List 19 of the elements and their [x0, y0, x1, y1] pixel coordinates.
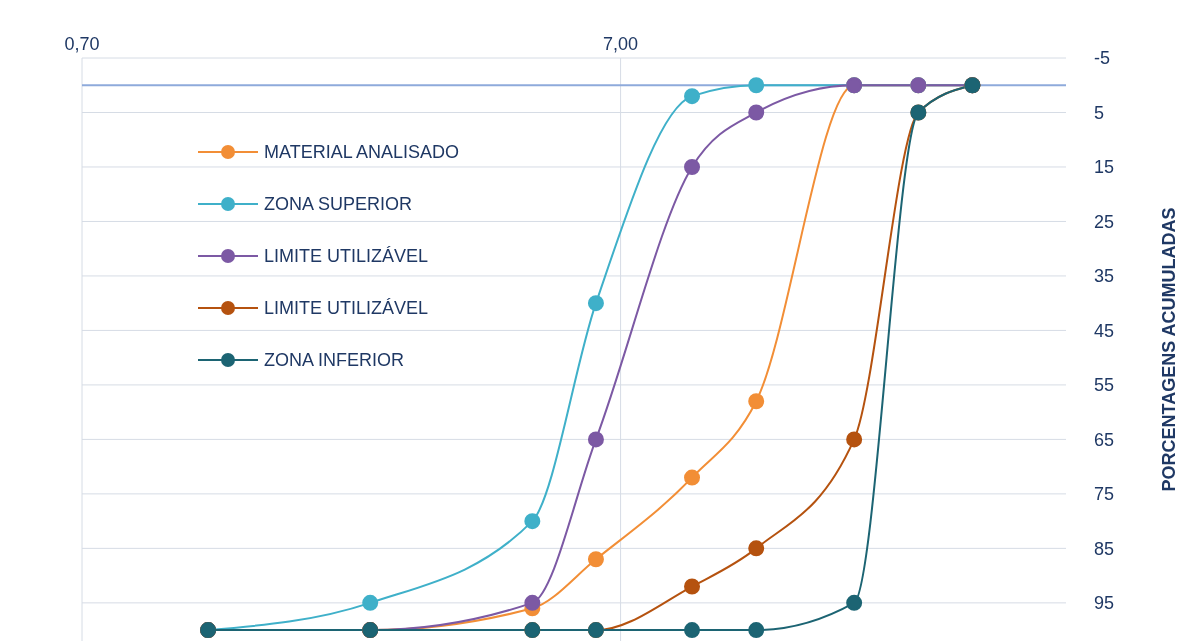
y-tick-label: 85	[1094, 538, 1115, 559]
y-tick-label: 95	[1094, 593, 1115, 614]
legend-label: LIMITE UTILIZÁVEL	[264, 297, 429, 319]
y-tick-label: 45	[1094, 320, 1115, 341]
y-tick-label: 55	[1094, 375, 1115, 396]
legend-label: ZONA INFERIOR	[264, 349, 405, 371]
legend-label: MATERIAL ANALISADO	[264, 141, 460, 163]
y-tick-label: 15	[1094, 157, 1115, 178]
y-tick-label: 35	[1094, 266, 1115, 287]
y-tick-label: 5	[1094, 102, 1105, 123]
y-tick-label: 75	[1094, 484, 1115, 505]
y-axis-title: PORCENTAGENS ACUMULADAS	[1159, 207, 1180, 492]
x-tick-label: 0,70	[64, 34, 100, 54]
legend-label: LIMITE UTILIZÁVEL	[264, 245, 429, 267]
legend-label: ZONA SUPERIOR	[264, 193, 413, 215]
y-tick-label: 25	[1094, 211, 1115, 232]
y-tick-label: -5	[1094, 48, 1111, 69]
y-tick-label: 65	[1094, 429, 1115, 450]
x-tick-label: 7,00	[603, 34, 639, 54]
